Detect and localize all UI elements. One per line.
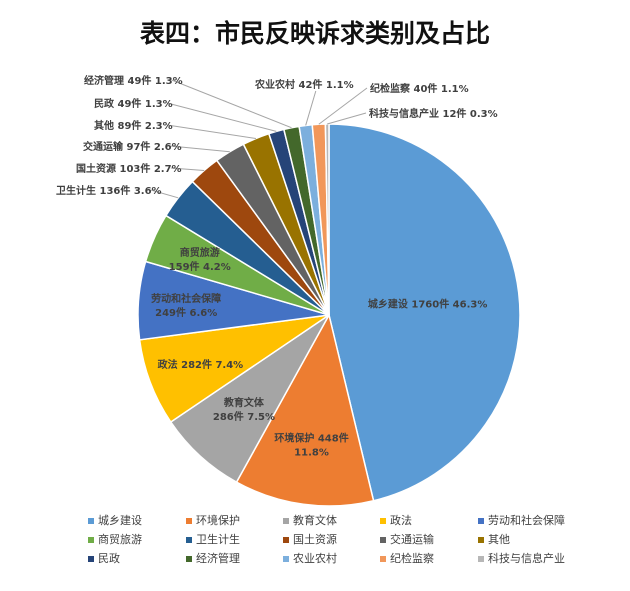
legend-swatch [283,537,289,543]
legend-swatch [88,537,94,543]
pie-slices [137,123,521,507]
legend-label: 民政 [98,551,120,565]
legend-swatch [88,518,94,524]
legend-swatch [478,556,484,562]
legend-label: 劳动和社会保障 [488,513,565,527]
legend-swatch [186,518,192,524]
legend-label: 环境保护 [196,513,240,527]
data-label: 249件 6.6% [155,306,217,319]
legend-label: 政法 [390,513,412,527]
legend-swatch [478,518,484,524]
legend-swatch [283,518,289,524]
pie-slice [235,312,375,507]
legend-swatch [380,556,386,562]
data-label: 经济管理 49件 1.3% [84,74,183,87]
data-label: 其他 89件 2.3% [94,119,173,132]
leader-line [305,90,317,126]
legend-swatch [380,537,386,543]
leader-line [327,112,367,125]
data-label: 劳动和社会保障 [151,292,221,305]
data-label: 286件 7.5% [213,410,275,423]
legend-label: 科技与信息产业 [488,551,565,565]
data-label: 159件 4.2% [169,260,231,273]
legend-swatch [478,537,484,543]
data-label: 卫生计生 136件 3.6% [56,184,162,197]
legend-swatch [88,556,94,562]
legend-label: 农业农村 [293,551,337,565]
data-label: 商贸旅游 [180,246,220,259]
leader-line [318,87,368,125]
legend-swatch [380,518,386,524]
leader-line [167,102,277,132]
leader-line [171,79,292,129]
data-label: 政法 282件 7.4% [158,358,244,371]
legend-label: 商贸旅游 [98,532,142,546]
legend-label: 国土资源 [293,532,337,546]
data-label: 交通运输 97件 2.6% [83,140,182,153]
legend-label: 教育文体 [293,513,337,527]
data-label: 环境保护 448件 [274,432,348,445]
data-label: 国土资源 103件 2.7% [76,162,182,175]
data-label: 11.8% [294,448,329,459]
legend-swatch [186,537,192,543]
legend-label: 城乡建设 [98,513,142,527]
leader-line [170,167,205,171]
legend-swatch [283,556,289,562]
legend-swatch [186,556,192,562]
pie-slice [328,123,521,502]
leader-line [150,189,179,199]
legend-label: 经济管理 [196,551,240,565]
data-label: 科技与信息产业 12件 0.3% [369,107,498,120]
data-label: 农业农村 42件 1.1% [254,78,354,91]
data-label: 纪检监察 40件 1.1% [370,82,469,95]
data-label: 教育文体 [223,396,265,409]
legend-label: 卫生计生 [196,532,240,546]
legend-label: 纪检监察 [390,551,434,565]
leader-line [170,145,230,153]
chart-title: 表四：市民反映诉求类别及占比 [139,19,490,48]
legend-label: 交通运输 [390,532,434,546]
legend-label: 其他 [488,533,510,546]
data-label: 民政 49件 1.3% [94,97,173,110]
data-label: 城乡建设 1760件 46.3% [368,297,488,310]
leader-line [167,124,257,140]
leader-lines [150,79,368,199]
